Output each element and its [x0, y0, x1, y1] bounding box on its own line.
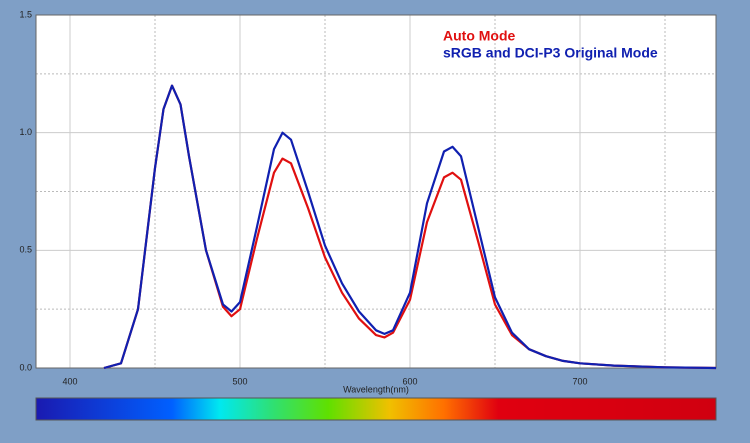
x-tick-label: 500 — [232, 376, 247, 386]
legend-entry: sRGB and DCI-P3 Original Mode — [443, 45, 658, 61]
x-tick-label: 400 — [62, 376, 77, 386]
series-line — [103, 84, 717, 370]
legend-entry: Auto Mode — [443, 28, 516, 44]
x-tick-label: 600 — [402, 376, 417, 386]
spectrum-bar — [35, 397, 717, 421]
y-tick-label: 0.5 — [19, 245, 32, 255]
y-tick-label: 0.0 — [19, 362, 32, 372]
y-tick-label: 1.5 — [19, 9, 32, 19]
x-tick-label: 700 — [572, 376, 587, 386]
plot-border — [35, 14, 717, 369]
y-tick-label: 1.0 — [19, 127, 32, 137]
x-axis-label: Wavelength(nm) — [343, 384, 409, 394]
